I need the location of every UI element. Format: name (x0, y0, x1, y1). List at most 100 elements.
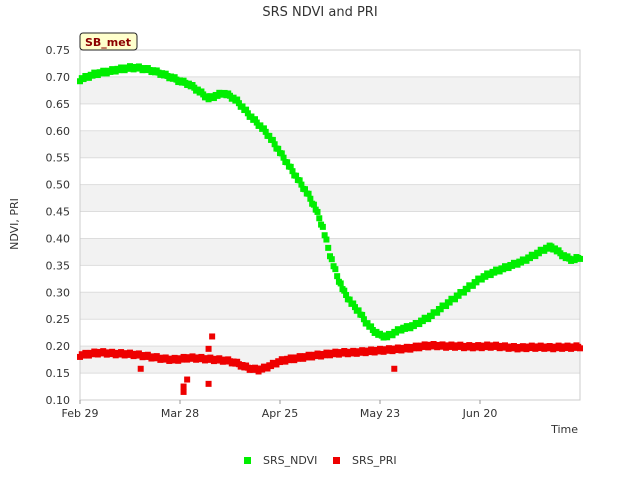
data-point (243, 106, 250, 113)
series-srs-pri-outliers (137, 333, 398, 395)
data-point (460, 289, 467, 296)
data-point (464, 286, 471, 293)
data-point (416, 321, 423, 328)
data-point (253, 119, 260, 126)
data-point (359, 311, 366, 318)
x-tick-label: Apr 25 (262, 407, 299, 420)
legend-label-pri: SRS_PRI (352, 454, 397, 467)
data-point (523, 257, 530, 264)
data-point (85, 74, 92, 81)
data-point (505, 265, 512, 272)
data-point (307, 195, 314, 202)
background-band (80, 292, 580, 320)
data-point (298, 181, 305, 188)
data-point (264, 365, 271, 372)
data-point (482, 273, 489, 280)
legend: SRS_NDVI SRS_PRI (244, 454, 397, 467)
data-point (209, 333, 216, 340)
background-bands (80, 76, 580, 374)
data-point (518, 259, 525, 266)
y-tick-label: 0.70 (46, 71, 71, 84)
y-tick-label: 0.10 (46, 394, 71, 407)
data-point (571, 257, 578, 264)
data-point (273, 361, 280, 368)
background-band (80, 130, 580, 158)
data-point (577, 255, 583, 262)
data-point (257, 122, 264, 129)
x-tick-label: Jun 20 (462, 407, 498, 420)
data-point (260, 125, 267, 132)
data-point (532, 253, 539, 260)
data-points (77, 63, 583, 395)
data-point (364, 320, 371, 327)
data-point (360, 316, 367, 323)
data-point (137, 365, 144, 372)
data-point (268, 363, 275, 370)
data-point (334, 273, 341, 280)
data-point (455, 292, 462, 299)
data-point (184, 376, 191, 383)
data-point (428, 313, 435, 319)
data-point (77, 78, 83, 85)
data-point (252, 116, 258, 123)
background-band (80, 184, 580, 212)
data-point (393, 329, 400, 336)
data-point (80, 76, 87, 83)
y-tick-label: 0.25 (46, 313, 71, 326)
data-point (205, 380, 212, 387)
data-point (235, 100, 242, 107)
data-point (368, 323, 375, 330)
data-point (280, 154, 287, 161)
series-srs-ndvi (77, 63, 583, 341)
data-point (325, 244, 332, 251)
data-point (248, 113, 255, 120)
data-point (487, 272, 494, 279)
data-point (266, 132, 273, 139)
y-tick-label: 0.50 (46, 179, 71, 192)
data-point (328, 256, 335, 263)
data-point (391, 365, 398, 372)
data-point (544, 245, 551, 252)
y-tick-label: 0.15 (46, 367, 71, 380)
data-point (514, 261, 521, 268)
data-point (296, 177, 303, 184)
y-tick-label: 0.60 (46, 125, 71, 138)
data-point (89, 72, 96, 79)
data-point (437, 306, 444, 313)
data-point (205, 96, 212, 103)
data-point (500, 266, 507, 273)
data-point (337, 280, 344, 287)
data-point (491, 269, 498, 276)
data-point (341, 287, 348, 294)
data-point (473, 279, 480, 286)
data-point (205, 345, 212, 352)
data-point (310, 201, 317, 208)
chart-title: SRS NDVI and PRI (262, 5, 377, 20)
site-badge: SB_met (79, 32, 138, 51)
y-tick-label: 0.45 (46, 206, 71, 219)
y-tick-label: 0.30 (46, 286, 71, 299)
data-point (452, 296, 458, 303)
data-point (305, 190, 312, 197)
data-point (293, 172, 300, 179)
data-point (389, 332, 396, 339)
data-point (355, 307, 362, 314)
data-point (314, 208, 321, 215)
data-point (352, 304, 358, 311)
data-point (289, 168, 296, 175)
data-point (346, 296, 353, 303)
data-point (321, 232, 328, 239)
data-point (469, 282, 476, 289)
series-srs-pri (77, 341, 583, 375)
data-point (384, 334, 391, 341)
data-point (350, 300, 357, 307)
y-tick-label: 0.40 (46, 232, 71, 245)
x-axis-label: Time (550, 423, 578, 436)
data-point (434, 309, 441, 316)
data-point (535, 250, 542, 257)
y-tick-label: 0.75 (46, 44, 71, 57)
data-point (278, 150, 285, 157)
data-point (180, 383, 187, 390)
x-tick-label: Mar 28 (161, 407, 199, 420)
